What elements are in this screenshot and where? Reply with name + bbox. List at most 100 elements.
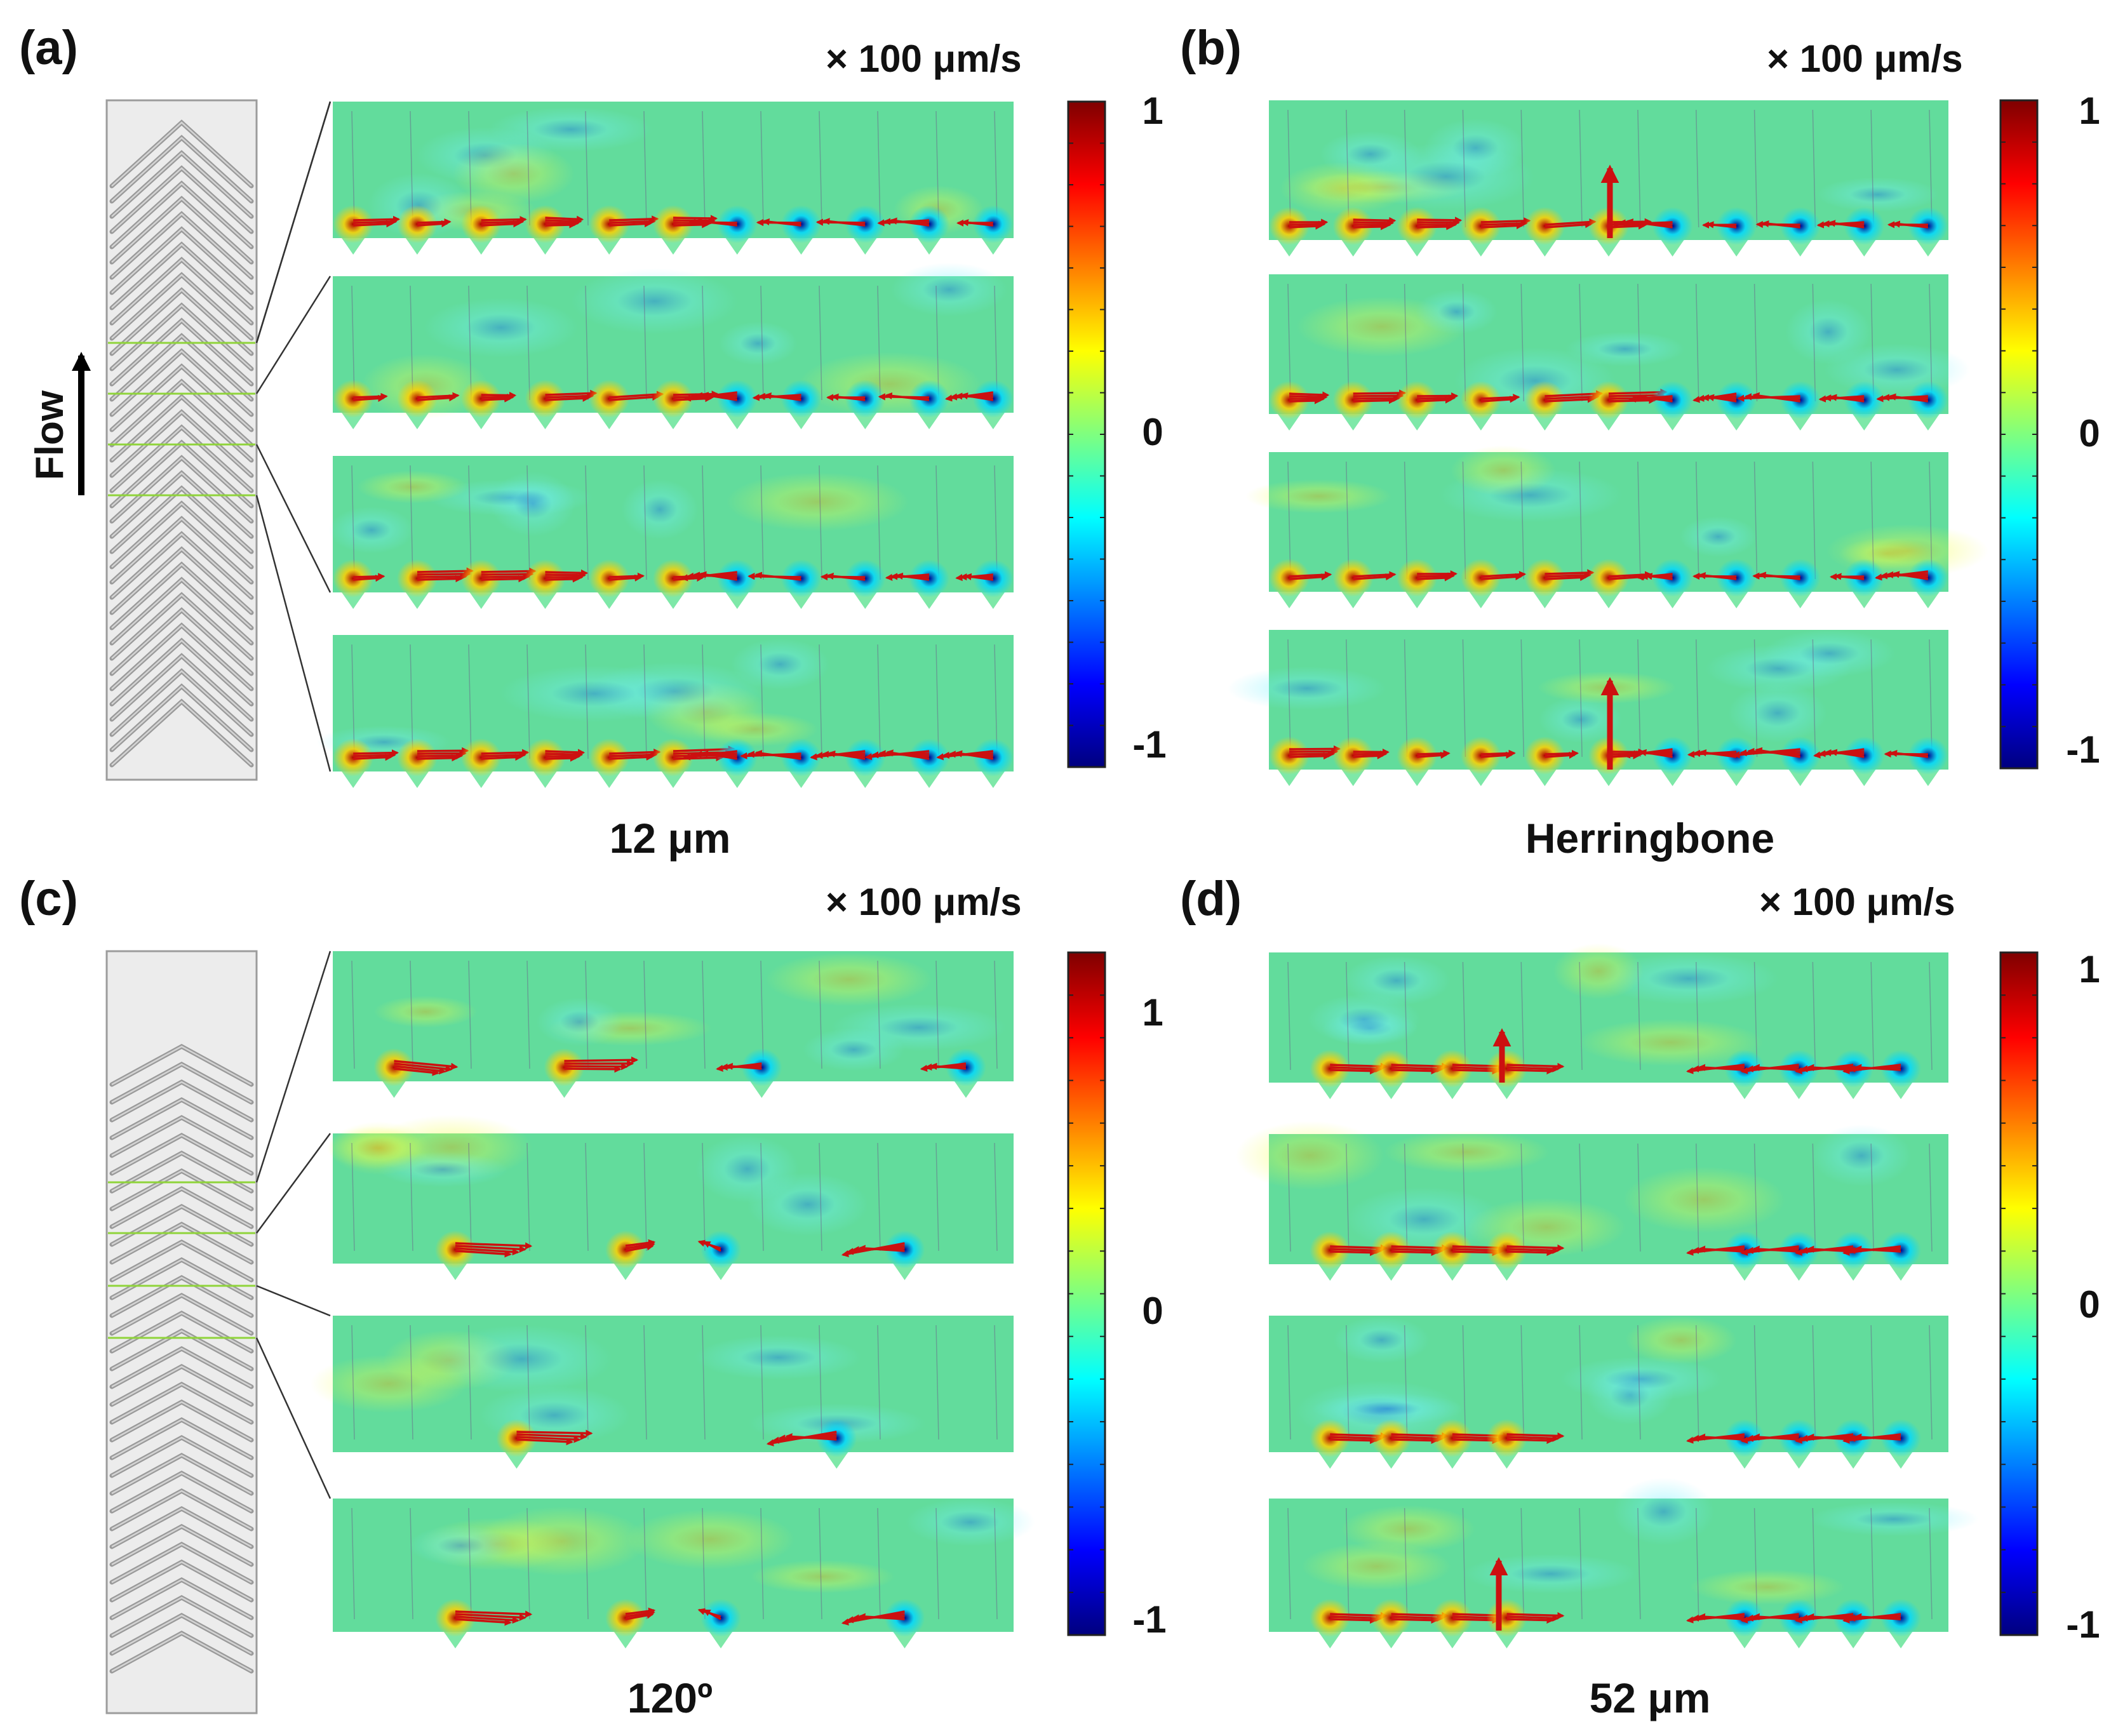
panel-c-strip-velocity-arrow	[564, 1060, 636, 1061]
panel-c-strip-tint	[695, 1335, 862, 1380]
panel-d-strip-tint	[1384, 1131, 1550, 1173]
panel-a-tick-min: -1	[1132, 723, 1166, 766]
panel-d-strip-velocity-arrow	[1391, 1252, 1437, 1253]
panel-c-zoom-line	[257, 1338, 330, 1499]
panel-a-strip-tint	[718, 321, 797, 365]
panel-b-strip-velocity-arrow	[1353, 400, 1395, 401]
panel-d-strip-velocity-arrow	[1330, 1070, 1376, 1071]
panel-a-strip-tint	[727, 472, 909, 531]
panel-b-strip-tint	[1728, 683, 1827, 743]
panel-b-label: (b)	[1180, 20, 1242, 76]
panel-a-strip-velocity-arrow	[417, 758, 457, 759]
panel-b-tick-zero: 0	[2079, 411, 2100, 455]
panel-a-strip-velocity-arrow	[545, 579, 578, 580]
panel-d-strip-velocity-arrow	[1330, 1252, 1376, 1253]
panel-c-tick-max: 1	[1142, 991, 1163, 1034]
panel-d-label: (d)	[1180, 871, 1242, 926]
panel-b-strip-tint	[1357, 143, 1535, 211]
panel-a-strip-tint	[799, 352, 981, 417]
panel-b-strip-velocity-arrow	[1417, 753, 1449, 754]
panel-a-strip-velocity-arrow	[481, 574, 533, 575]
panel-b-strip-velocity-arrow	[1289, 396, 1326, 397]
panel-d-strip-tint	[1308, 994, 1421, 1045]
panel-a-strip	[333, 102, 1014, 255]
panel-c-strip-vortex	[544, 1048, 584, 1086]
panel-a-strip-velocity-arrow	[545, 751, 583, 752]
panel-d-tick-min: -1	[2066, 1603, 2100, 1646]
panel-b-strip-velocity-arrow	[1417, 398, 1454, 399]
panel-d-tick-zero: 0	[2079, 1283, 2100, 1326]
panel-d-strip-tint	[1333, 1316, 1430, 1363]
panel-c-caption: 120º	[627, 1674, 713, 1722]
panel-a-strip-velocity-arrow	[690, 222, 737, 223]
panel-a-strip-velocity-arrow	[353, 396, 386, 397]
panel-d-strip-tint	[1690, 1569, 1846, 1605]
panel-b-strip-tint	[1823, 344, 1970, 396]
panel-d-unit: × 100 μm/s	[1759, 880, 1955, 924]
panel-a-strip-velocity-arrow	[353, 219, 399, 220]
panel-c-strip-tint	[626, 1509, 795, 1570]
panel-d-strip-velocity-arrow	[1507, 1439, 1553, 1441]
panel-a-strip-tint	[357, 471, 468, 504]
panel-b-strip-velocity-arrow	[1545, 575, 1590, 577]
panel-b-colorbar	[2000, 100, 2037, 768]
panel-b-strip-velocity-arrow	[1353, 222, 1393, 223]
panel-a-strip-tint	[621, 479, 699, 540]
panel-a-strip-velocity-arrow	[749, 576, 801, 577]
panel-b-strip-velocity-arrow	[1481, 221, 1529, 222]
panel-c-strip-tint	[831, 1004, 1006, 1052]
panel-c-strip-tint	[536, 998, 622, 1046]
panel-a-strip-velocity-arrow	[481, 395, 515, 396]
panel-a-strip-velocity-arrow	[758, 222, 801, 223]
panel-d-strip	[1269, 944, 1948, 1099]
panel-a-strip-velocity-arrow	[609, 222, 654, 223]
panel-b-strip-velocity-arrow	[1481, 224, 1526, 225]
panel-a-strip-velocity-arrow	[609, 576, 643, 577]
panel-b-strip-tint	[1228, 666, 1386, 710]
panel-a-strip-velocity-arrow	[545, 223, 578, 224]
panel-a-zoom-line	[257, 276, 330, 394]
panel-a-strip-velocity-arrow	[673, 758, 721, 759]
panel-c-label: (c)	[19, 871, 78, 926]
panel-a-zoom-line	[257, 495, 330, 771]
panel-a-strip	[316, 635, 1014, 788]
panel-d-strip	[1269, 1316, 1948, 1469]
panel-a-strip-velocity-arrow	[545, 758, 575, 759]
panel-b-strip-tint	[1538, 671, 1677, 704]
panel-c-strip	[333, 951, 1014, 1098]
panel-a-strip	[328, 456, 1014, 609]
panel-a-tick-max: 1	[1142, 89, 1163, 133]
panel-c-strip-tint	[905, 1498, 1035, 1546]
panel-a-strip-velocity-arrow	[481, 399, 510, 400]
panel-d-strip-velocity-arrow	[1391, 1070, 1437, 1071]
panel-b-strip	[1228, 630, 1948, 786]
panel-c-colorbar	[1068, 952, 1105, 1635]
panel-a-strip-velocity-arrow	[481, 222, 523, 223]
panel-a-zoom-line	[257, 102, 330, 343]
panel-b-strip-velocity-arrow	[1353, 398, 1399, 399]
panel-d-strip-tint	[1553, 944, 1644, 999]
panel-c-strip-velocity-arrow	[516, 1432, 591, 1433]
panel-a-strip-velocity-arrow	[353, 222, 396, 223]
panel-a-label: (a)	[19, 20, 78, 76]
panel-b-caption: Herringbone	[1525, 814, 1774, 862]
panel-c-strip-tint	[751, 1560, 895, 1594]
panel-c-strip	[333, 1498, 1035, 1648]
panel-a-strip-velocity-arrow	[545, 572, 586, 573]
panel-a-strip-velocity-arrow	[545, 754, 582, 755]
panel-a-strip-tint	[490, 471, 575, 537]
panel-b-strip-velocity-arrow	[1417, 576, 1453, 577]
panel-a-strip-velocity-arrow	[609, 219, 657, 220]
panel-b-strip-velocity-arrow	[1417, 400, 1451, 401]
panel-c-strip	[310, 1316, 1014, 1469]
panel-d-colorbar	[2000, 952, 2037, 1635]
panel-b-strip-tint	[1245, 479, 1392, 514]
panel-b-tick-max: 1	[2079, 89, 2100, 133]
panel-a-strip-tint	[571, 269, 738, 335]
panel-d-strip-velocity-arrow	[1507, 1070, 1553, 1071]
panel-a-strip-tint	[890, 263, 1008, 317]
panel-d-strip-tint	[1612, 1478, 1715, 1546]
panel-a-unit: × 100 μm/s	[826, 37, 1022, 81]
panel-b-strip-velocity-arrow	[1289, 394, 1328, 395]
panel-c-strip-vortex	[700, 1599, 741, 1637]
